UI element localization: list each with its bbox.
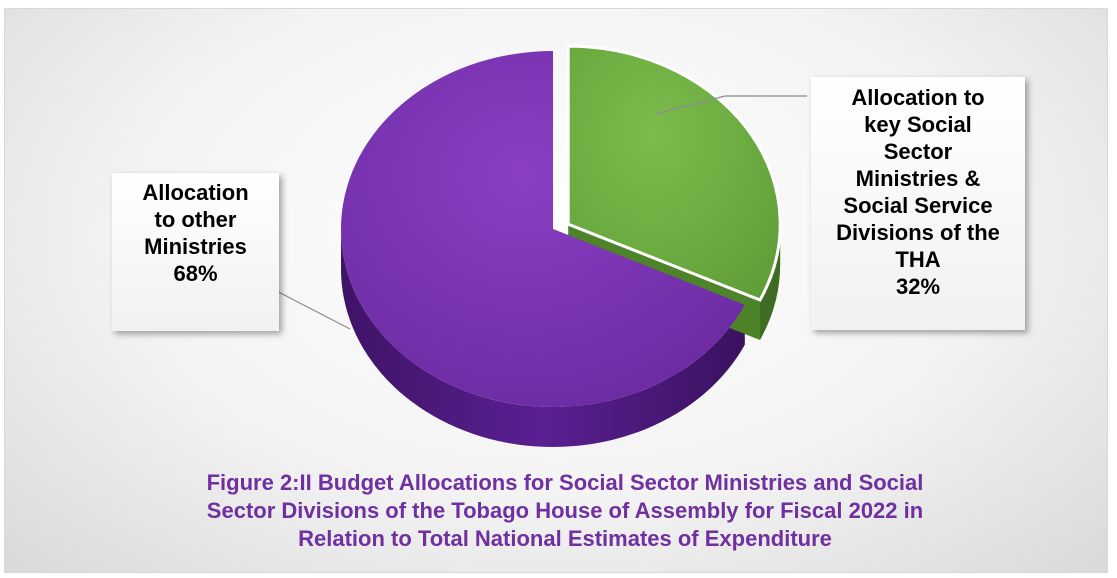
label-line: Sector bbox=[883, 139, 953, 164]
label-line: Ministries & bbox=[855, 166, 981, 191]
pie-chart bbox=[242, 44, 807, 448]
label-percent: 32% bbox=[895, 274, 941, 299]
caption-line: Sector Divisions of the Tobago House of … bbox=[206, 498, 924, 523]
caption-line: Relation to Total National Estimates of … bbox=[298, 526, 832, 551]
slice-other-ministries bbox=[341, 51, 745, 407]
data-label-key-social-sector: Allocation to key Social Sector Ministri… bbox=[811, 77, 1025, 330]
label-line: THA bbox=[895, 247, 941, 272]
label-line: Allocation to bbox=[851, 85, 985, 110]
label-line: to other bbox=[154, 207, 237, 232]
label-line: Divisions of the bbox=[836, 220, 1000, 245]
data-label-other-ministries: Allocation to other Ministries 68% bbox=[112, 173, 279, 331]
chart-frame: Allocation to other Ministries 68% Alloc… bbox=[4, 8, 1108, 573]
label-line: key Social bbox=[864, 112, 972, 137]
label-line: Ministries bbox=[144, 234, 247, 259]
slice-key-social-sector bbox=[566, 44, 782, 302]
slice-other-side bbox=[341, 229, 745, 448]
caption-line: Figure 2:II Budget Allocations for Socia… bbox=[206, 470, 924, 495]
label-line: Allocation bbox=[142, 180, 249, 205]
leader-line-key bbox=[654, 95, 807, 115]
figure-caption: Figure 2:II Budget Allocations for Socia… bbox=[100, 469, 1030, 553]
label-line: Social Service bbox=[843, 193, 993, 218]
label-percent: 68% bbox=[173, 261, 218, 286]
